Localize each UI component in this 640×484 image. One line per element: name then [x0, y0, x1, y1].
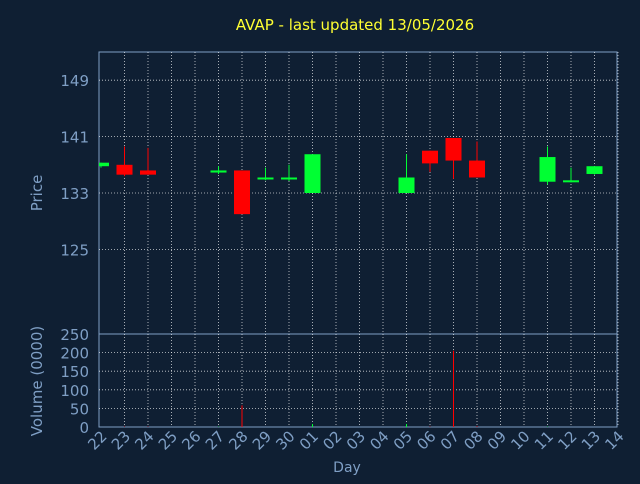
volume-tick-label: 100 — [60, 382, 89, 400]
x-tick-label: 24 — [131, 427, 157, 453]
x-tick-label: 08 — [460, 427, 486, 453]
price-tick-label: 133 — [60, 185, 89, 203]
x-tick-label: 05 — [390, 427, 416, 453]
x-tick-label: 11 — [531, 427, 557, 453]
x-axis-label: Day — [333, 460, 361, 476]
candle-body — [116, 164, 133, 175]
x-tick-label: 09 — [484, 427, 510, 453]
x-tick-label: 26 — [178, 427, 204, 453]
x-tick-label: 12 — [554, 427, 580, 453]
price-tick-label: 125 — [60, 241, 89, 259]
price-panel: 149 141 133 125 — [60, 51, 619, 335]
price-tick-label: 141 — [60, 129, 89, 147]
volume-tick-label: 150 — [60, 363, 89, 381]
candle-body — [210, 170, 227, 173]
candle-body — [99, 162, 109, 167]
x-tick-label: 14 — [601, 427, 627, 453]
volume-tick-label: 50 — [70, 400, 89, 418]
x-tick-label: 23 — [108, 427, 134, 453]
x-tick-label: 01 — [296, 427, 322, 453]
candle-body — [586, 166, 603, 174]
x-tick-label: 10 — [507, 427, 533, 453]
chart-title: AVAP - last updated 13/05/2026 — [236, 16, 474, 34]
candle-body — [469, 160, 485, 178]
candle-body — [445, 138, 462, 161]
x-axis: 2223242526272829300102030405060708091011… — [84, 427, 627, 453]
x-tick-label: 28 — [225, 427, 251, 453]
candle-body — [539, 157, 556, 182]
x-tick-label: 07 — [437, 427, 463, 453]
volume-panel-frame — [98, 333, 618, 428]
x-tick-label: 02 — [319, 427, 345, 453]
volume-axis-label: Volume (0000) — [28, 326, 46, 436]
candle-body — [234, 170, 250, 215]
volume-tick-label: 200 — [60, 345, 89, 363]
x-tick-label: 25 — [155, 427, 181, 453]
candle-body — [398, 177, 415, 193]
candle-body — [422, 150, 438, 164]
x-tick-label: 03 — [343, 427, 369, 453]
candle-body — [140, 170, 156, 175]
price-axis-label: Price — [28, 175, 46, 212]
candle-body — [563, 180, 579, 183]
x-tick-label: 27 — [202, 427, 228, 453]
candle-body — [257, 177, 274, 180]
price-tick-label: 149 — [60, 72, 89, 90]
candle-body — [304, 154, 321, 193]
x-tick-label: 13 — [578, 427, 604, 453]
volume-tick-label: 0 — [79, 419, 89, 437]
x-tick-label: 06 — [413, 427, 439, 453]
x-tick-label: 29 — [249, 427, 275, 453]
x-tick-label: 04 — [366, 427, 392, 453]
candle-body — [281, 177, 297, 180]
x-tick-label: 30 — [272, 427, 298, 453]
volume-tick-label: 250 — [60, 326, 89, 344]
